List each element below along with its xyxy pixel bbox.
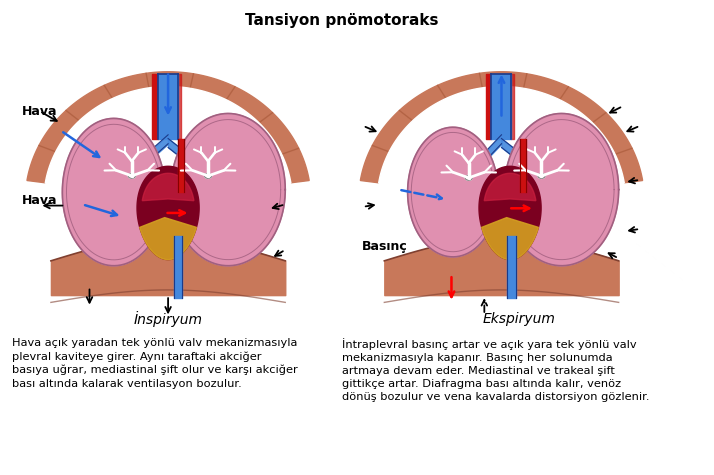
Polygon shape [484, 173, 536, 201]
Polygon shape [482, 218, 538, 260]
Circle shape [538, 173, 545, 179]
Text: İntraplevral basınç artar ve açık yara tek yönlü valv
mekanizmasıyla kapanır. Ba: İntraplevral basınç artar ve açık yara t… [341, 338, 649, 402]
Polygon shape [171, 114, 286, 266]
Polygon shape [408, 127, 498, 257]
Text: Hava açık yaradan tek yönlü valv mekanizmasıyla
plevral kaviteye girer. Aynı tar: Hava açık yaradan tek yönlü valv mekaniz… [11, 338, 297, 389]
Circle shape [204, 173, 211, 179]
Polygon shape [142, 173, 194, 201]
Polygon shape [62, 118, 165, 266]
Polygon shape [361, 72, 643, 183]
Polygon shape [45, 86, 291, 295]
Polygon shape [479, 166, 541, 260]
Text: Ekspiryum: Ekspiryum [482, 312, 555, 326]
Polygon shape [27, 72, 309, 183]
Text: Hava: Hava [22, 104, 58, 117]
Text: İnspiryum: İnspiryum [134, 311, 203, 327]
Circle shape [129, 173, 136, 178]
Polygon shape [137, 166, 199, 260]
Text: Hava: Hava [22, 194, 58, 207]
Polygon shape [140, 218, 196, 260]
Text: Tansiyon pnömotoraks: Tansiyon pnömotoraks [245, 13, 438, 28]
Text: Basınç: Basınç [361, 239, 407, 253]
Polygon shape [378, 86, 624, 295]
Circle shape [466, 175, 473, 180]
Polygon shape [504, 114, 618, 266]
